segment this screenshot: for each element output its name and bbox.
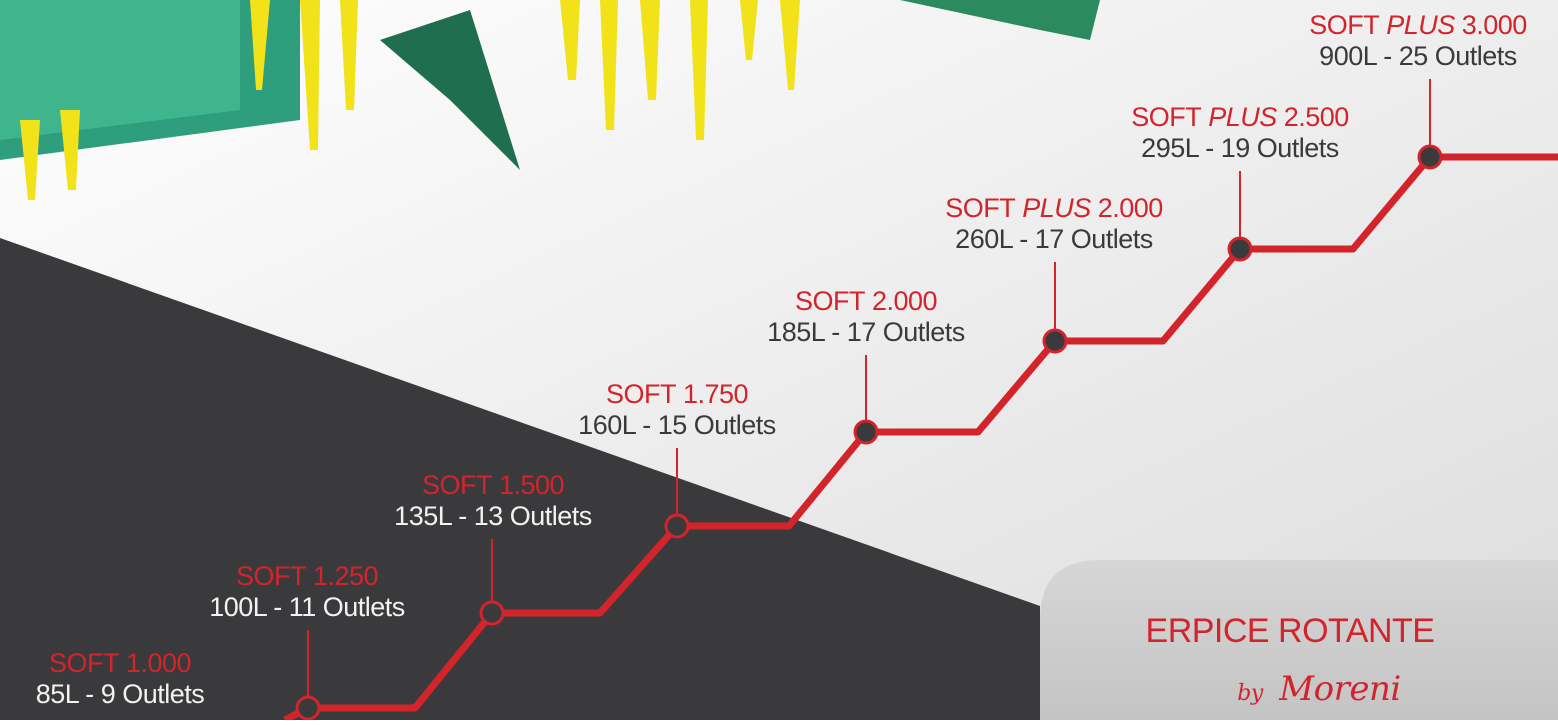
model-size: 1.000 [126,648,191,678]
model-line: SOFT [1131,102,1201,132]
step-dot [1419,146,1441,168]
step-dot [297,697,319,719]
model-line: SOFT [606,379,676,409]
model-line: SOFT [795,286,865,316]
model-spec: 185L - 17 Outlets [767,317,965,347]
model-size: 1.250 [313,561,378,591]
model-spec: 100L - 11 Outlets [209,592,405,622]
model-size: 1.500 [499,470,564,500]
model-variant: PLUS [1022,193,1091,223]
step-dot [1229,238,1251,260]
step-dot [481,602,503,624]
model-size: 2.500 [1284,102,1349,132]
infographic: SOFT1.00085L - 9 OutletsSOFT1.250100L - … [0,0,1558,720]
brand-title: ERPICE ROTANTE [1146,612,1435,650]
model-line: SOFT [945,193,1015,223]
brand-box: ERPICE ROTANTE by Moreni [1040,560,1558,720]
model-size: 2.000 [1098,193,1163,223]
model-spec: 135L - 13 Outlets [394,501,592,531]
step-dot [855,421,877,443]
model-spec: 295L - 19 Outlets [1141,133,1339,163]
model-size: 2.000 [872,286,937,316]
model-variant: PLUS [1386,10,1455,40]
model-line: SOFT [1309,10,1379,40]
model-line: SOFT [49,648,119,678]
model-spec: 85L - 9 Outlets [36,679,205,709]
model-spec: 160L - 15 Outlets [578,410,776,440]
step-dot [1044,330,1066,352]
brand-maker: Moreni [1278,669,1400,709]
step-dot [666,515,688,537]
model-spec: 900L - 25 Outlets [1319,41,1517,71]
model-line: SOFT [422,470,492,500]
model-line: SOFT [236,561,306,591]
brand-by: by [1237,681,1264,706]
model-spec: 260L - 17 Outlets [955,224,1153,254]
model-size: 3.000 [1462,10,1527,40]
model-size: 1.750 [683,379,748,409]
model-variant: PLUS [1208,102,1277,132]
